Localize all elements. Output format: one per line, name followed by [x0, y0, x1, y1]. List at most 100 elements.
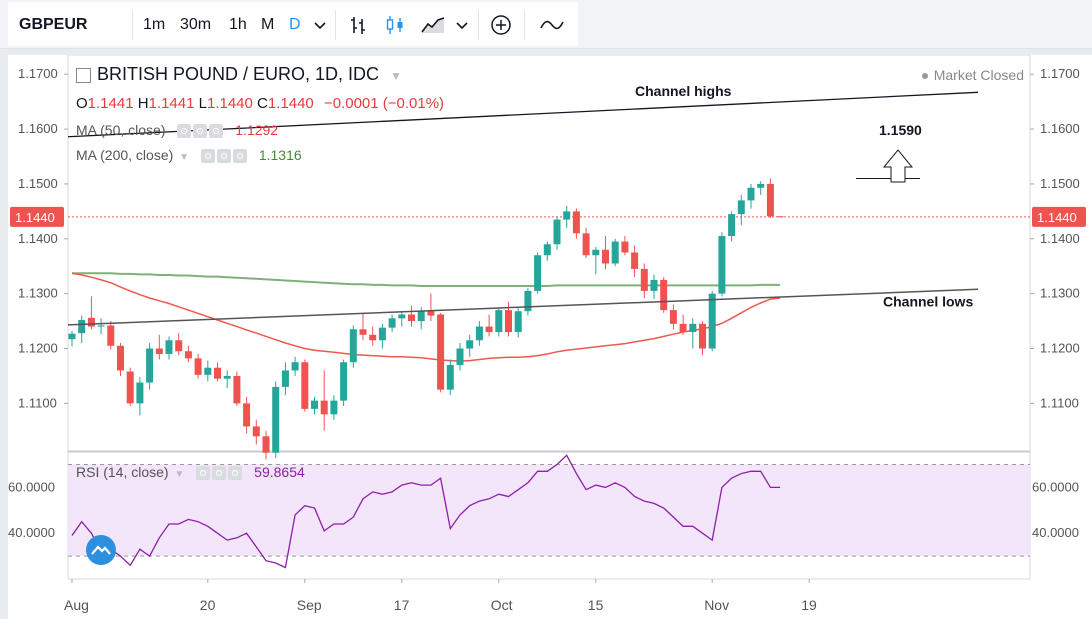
candle-body	[669, 310, 677, 324]
candle-body	[689, 323, 697, 333]
candle-body	[146, 348, 154, 383]
candle-body	[757, 183, 765, 188]
y-tick-label-left: 1.1300	[18, 286, 58, 301]
y-tick-label-right: 1.1100	[1040, 395, 1079, 410]
chart-frame: 1.1100 1.1100 1.1200 1.1200 1.1300 1.1300 1.14…	[8, 55, 1092, 619]
interval-30m[interactable]: 30m	[180, 16, 212, 33]
tradingview-logo[interactable]	[86, 535, 116, 565]
candle-body	[524, 290, 532, 312]
candle-body	[456, 348, 464, 365]
market-status: Market Closed	[921, 67, 1024, 83]
x-tick-label: 20	[200, 597, 216, 613]
candle-body	[543, 244, 551, 256]
y-tick-label-left: 1.1400	[18, 231, 58, 246]
candle-body	[766, 183, 774, 217]
x-tick-label: Sep	[297, 597, 322, 613]
price-chart[interactable]: 1.1100 1.1100 1.1200 1.1200 1.1300 1.1300 1.14…	[8, 55, 1092, 619]
high-label: H	[137, 95, 149, 112]
settings-icon[interactable]	[212, 466, 227, 481]
candle-body	[737, 200, 745, 215]
candle-body	[126, 371, 134, 404]
candle-body	[155, 348, 163, 354]
y-tick-label-left: 1.1200	[18, 341, 58, 356]
chevron-down-icon[interactable]	[312, 14, 328, 36]
chart-title: BRITISH POUND / EURO, 1D, IDC	[97, 64, 380, 84]
candle-body	[699, 323, 706, 349]
rsi-tick-label-right: 60.0000	[1032, 479, 1079, 494]
candle-body	[369, 334, 377, 341]
interval-1m[interactable]: 1m	[143, 16, 166, 33]
high-value: 1.1441	[148, 95, 195, 112]
channel-lows-trendline	[67, 288, 979, 326]
chevron-down-icon[interactable]: ▼	[390, 69, 402, 83]
ma50-controls[interactable]	[177, 122, 225, 139]
close-icon[interactable]	[209, 124, 224, 139]
candle-body	[194, 358, 202, 375]
collapse-legend-icon[interactable]	[76, 67, 91, 83]
candle-body	[582, 233, 590, 256]
chevron-down-icon[interactable]	[454, 14, 470, 36]
status-dot-icon	[921, 73, 928, 80]
visibility-icon[interactable]	[200, 149, 215, 164]
ma-50-line	[71, 272, 781, 362]
y-tick-label-left: 1.1700	[18, 66, 58, 81]
interval-1h[interactable]: 1h	[229, 16, 247, 33]
candle-body	[747, 187, 755, 201]
plot-border	[67, 55, 1031, 580]
toolbar-card: GBPEUR 1m 30m 1h M D	[8, 2, 578, 46]
chevron-down-icon[interactable]: ▼	[179, 152, 190, 163]
candle-body	[311, 400, 318, 409]
candle-body	[611, 241, 619, 264]
market-status-text: Market Closed	[933, 67, 1024, 83]
candle-body	[408, 314, 415, 322]
candles-icon[interactable]	[384, 14, 406, 36]
y-tick-label-left: 1.1500	[18, 176, 58, 191]
ma200-legend: MA (200, close) ▼ 1.1316	[76, 147, 302, 164]
channel-lows-label: Channel lows	[883, 293, 973, 309]
settings-icon[interactable]	[216, 149, 231, 164]
candle-body	[417, 311, 425, 322]
interval-day[interactable]: D	[289, 16, 301, 33]
target-label: 1.1590	[879, 122, 922, 138]
legend-title-row: BRITISH POUND / EURO, 1D, IDC ▼	[76, 64, 402, 85]
candle-body	[340, 362, 348, 401]
candle-body	[776, 216, 784, 218]
candle-body	[204, 367, 212, 375]
candle-body	[184, 351, 192, 359]
top-toolbar: GBPEUR 1m 30m 1h M D	[0, 0, 1092, 49]
y-tick-label-right: 1.1500	[1040, 176, 1080, 191]
visibility-icon[interactable]	[196, 466, 211, 481]
rsi-controls[interactable]	[196, 464, 244, 481]
y-tick-label-right: 1.1300	[1040, 286, 1080, 301]
symbol-search[interactable]: GBPEUR	[19, 16, 88, 33]
y-tick-label-right: 1.1400	[1040, 231, 1080, 246]
settings-icon[interactable]	[193, 124, 208, 139]
close-icon[interactable]	[228, 466, 243, 481]
interval-month[interactable]: M	[261, 16, 275, 33]
area-chart-icon[interactable]	[420, 14, 446, 36]
bar-chart-icon[interactable]	[347, 14, 369, 36]
candle-body	[330, 400, 338, 415]
compare-wave-icon[interactable]	[539, 14, 565, 36]
candle-body	[117, 345, 124, 371]
ma200-controls[interactable]	[200, 147, 249, 164]
candle-body	[718, 236, 726, 294]
close-icon[interactable]	[232, 149, 247, 164]
visibility-icon[interactable]	[177, 124, 192, 139]
candle-body	[660, 279, 668, 311]
candle-body	[233, 375, 241, 404]
x-tick-label: 15	[588, 597, 604, 613]
y-tick-label-right: 1.1200	[1040, 341, 1080, 356]
rsi-value: 59.8654	[254, 464, 305, 480]
chevron-down-icon[interactable]: ▼	[174, 469, 185, 480]
candle-body	[728, 214, 736, 237]
candle-body	[592, 249, 600, 256]
candle-body	[446, 364, 454, 390]
ohlc-row: O1.1441 H1.1441 L1.1440 C1.1440 −0.0001 …	[76, 95, 444, 112]
candle-body	[301, 362, 309, 409]
candle-body	[214, 367, 221, 379]
candle-body	[602, 249, 609, 264]
last-price-label-right: 1.1440	[1037, 210, 1077, 225]
ma50-label: MA (50, close)	[76, 122, 166, 138]
add-indicator-icon[interactable]	[490, 14, 512, 36]
